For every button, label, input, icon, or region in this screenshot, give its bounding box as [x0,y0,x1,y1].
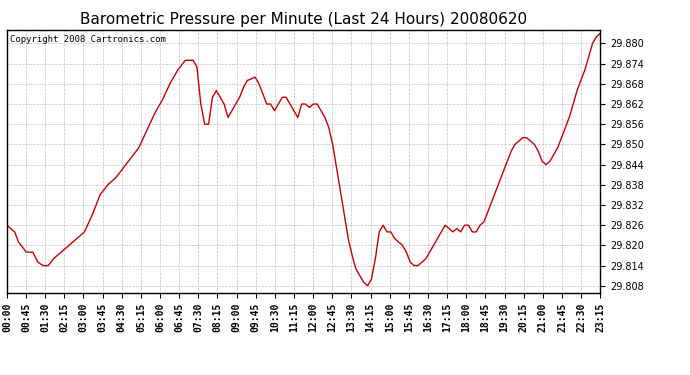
Text: Copyright 2008 Cartronics.com: Copyright 2008 Cartronics.com [10,35,166,44]
Title: Barometric Pressure per Minute (Last 24 Hours) 20080620: Barometric Pressure per Minute (Last 24 … [80,12,527,27]
